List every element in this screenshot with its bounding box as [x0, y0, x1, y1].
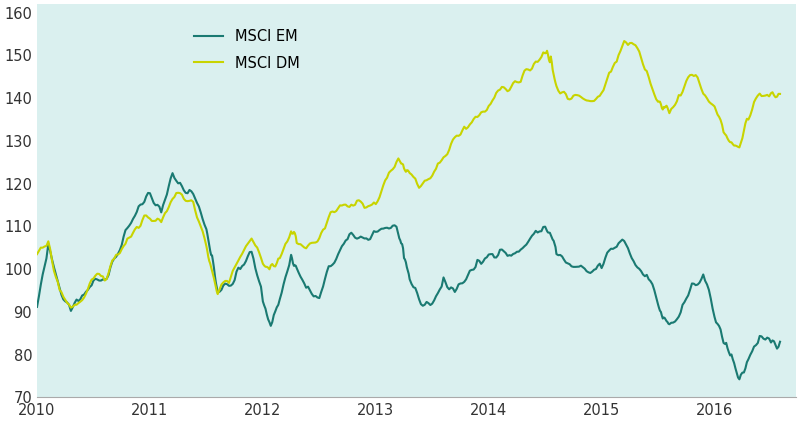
Legend: MSCI EM, MSCI DM: MSCI EM, MSCI DM: [189, 23, 306, 76]
